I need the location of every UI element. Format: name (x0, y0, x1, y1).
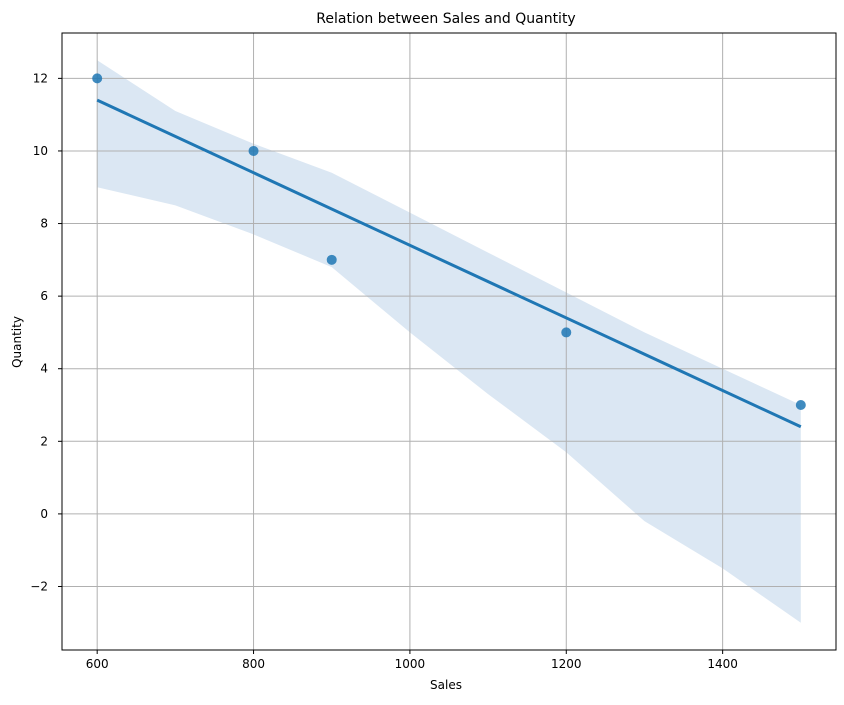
y-tick-label: 2 (40, 434, 48, 448)
x-axis-label: Sales (430, 678, 462, 692)
data-point (561, 327, 572, 338)
y-tick-label: 0 (40, 507, 48, 521)
data-point (326, 254, 337, 265)
chart-title: Relation between Sales and Quantity (316, 11, 575, 27)
data-point (248, 145, 259, 156)
y-tick-label: −2 (30, 579, 48, 593)
confidence-band-layer (97, 60, 801, 623)
x-tick-label: 1200 (551, 657, 582, 671)
x-tick-label: 1000 (395, 657, 426, 671)
y-tick-label: 8 (40, 217, 48, 231)
axes-layer (61, 32, 837, 651)
grid-layer (62, 33, 836, 650)
y-tick-label: 6 (40, 289, 48, 303)
y-axis-label: Quantity (10, 316, 24, 368)
x-tick-label: 800 (242, 657, 265, 671)
x-tick-label: 1400 (707, 657, 738, 671)
y-tick-label: 12 (33, 71, 48, 85)
plot-frame (61, 32, 837, 651)
data-points-layer (92, 73, 806, 411)
confidence-band (97, 60, 801, 623)
y-tick-label: 4 (40, 362, 48, 376)
ticks-layer: 600 800 1000 1200 1400 −2 0 2 4 6 8 10 12 (30, 71, 738, 671)
data-point (795, 400, 806, 411)
regression-line (96, 98, 802, 429)
x-tick-label: 600 (86, 657, 109, 671)
y-tick-label: 10 (33, 144, 48, 158)
regression-line-layer (96, 98, 802, 429)
data-point (92, 73, 103, 84)
